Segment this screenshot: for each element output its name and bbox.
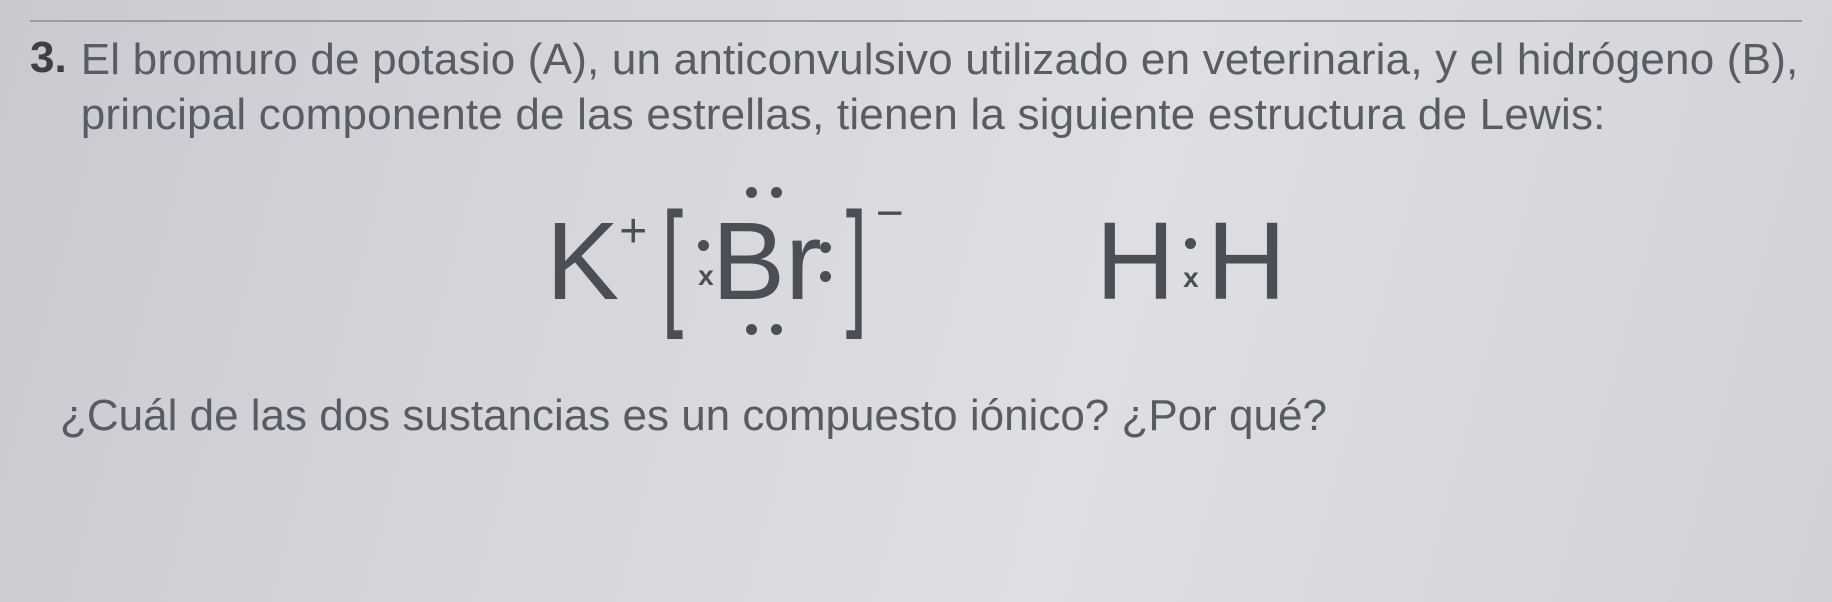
cation-symbol: K [546,207,619,317]
anion-bracket-group: [ x Br [653,202,875,321]
lone-pair-top [746,187,782,198]
anion-charge: − [876,186,904,241]
shared-pair: x [1183,238,1199,285]
hydrogen-right: H [1207,207,1286,317]
cation-charge: + [619,204,647,259]
formula-hydrogen: H x H [1096,207,1286,317]
hydrogen-left: H [1096,207,1175,317]
formula-potassium-bromide: K + [ x Br [546,202,876,321]
follow-up-question: ¿Cuál de las dos sustancias es un compue… [30,391,1802,441]
question-block: 3. El bromuro de potasio (A), un anticon… [30,32,1802,142]
question-number: 3. [30,36,67,80]
shared-electron-x: x [1183,271,1199,285]
right-bracket: ] [846,202,867,321]
left-bracket: [ [662,202,683,321]
question-text: El bromuro de potasio (A), un anticonvul… [81,32,1802,142]
lone-pair-bottom [746,324,782,335]
lone-pair-right [820,242,831,282]
top-rule [30,20,1802,22]
anion-symbol: Br [712,207,822,317]
bromide-ion: x Br [692,207,837,317]
shared-electron-dot [1185,238,1196,249]
lewis-structures: K + [ x Br [30,202,1802,321]
